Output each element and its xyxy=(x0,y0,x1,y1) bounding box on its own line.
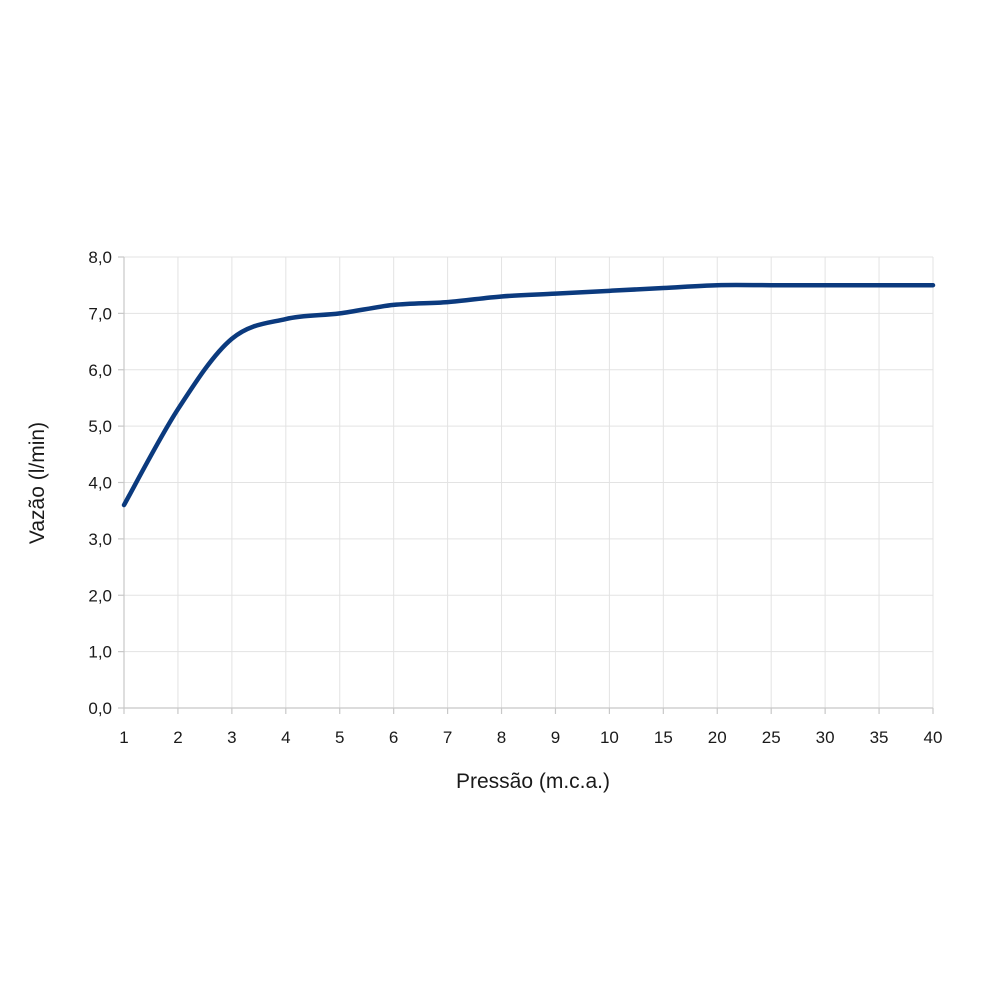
y-tick-label: 6,0 xyxy=(88,361,112,380)
x-tick-label: 40 xyxy=(924,728,943,747)
x-axis-title: Pressão (m.c.a.) xyxy=(456,770,610,793)
y-tick-label: 3,0 xyxy=(88,530,112,549)
x-tick-label: 6 xyxy=(389,728,398,747)
x-tick-label: 10 xyxy=(600,728,619,747)
y-tick-label: 2,0 xyxy=(88,586,112,605)
y-axis-title: Vazão (l/min) xyxy=(26,422,49,544)
x-tick-label: 35 xyxy=(870,728,889,747)
y-tick-label: 7,0 xyxy=(88,304,112,323)
y-tick-label: 4,0 xyxy=(88,474,112,493)
x-tick-label: 20 xyxy=(708,728,727,747)
series xyxy=(121,282,936,508)
x-tick-label: 1 xyxy=(119,728,128,747)
x-tick-label: 3 xyxy=(227,728,236,747)
y-tick-label: 1,0 xyxy=(88,643,112,662)
x-tick-label: 4 xyxy=(281,728,290,747)
x-tick-label: 25 xyxy=(762,728,781,747)
x-tick-label: 5 xyxy=(335,728,344,747)
x-tick-label: 7 xyxy=(443,728,452,747)
x-tick-label: 8 xyxy=(497,728,506,747)
series-line xyxy=(121,282,936,508)
x-tick-label: 15 xyxy=(654,728,673,747)
x-tick-label: 9 xyxy=(551,728,560,747)
y-tick-label: 0,0 xyxy=(88,699,112,718)
y-tick-label: 8,0 xyxy=(88,248,112,267)
grid xyxy=(124,256,934,708)
y-tick-label: 5,0 xyxy=(88,417,112,436)
y-axis-ticks: 0,0 1,0 2,0 3,0 4,0 5,0 6,0 7,0 8,0 xyxy=(88,248,124,718)
x-axis-ticks: 1 2 3 4 5 6 7 8 9 10 15 20 25 30 35 40 xyxy=(119,708,942,747)
x-tick-label: 2 xyxy=(173,728,182,747)
x-tick-label: 30 xyxy=(816,728,835,747)
